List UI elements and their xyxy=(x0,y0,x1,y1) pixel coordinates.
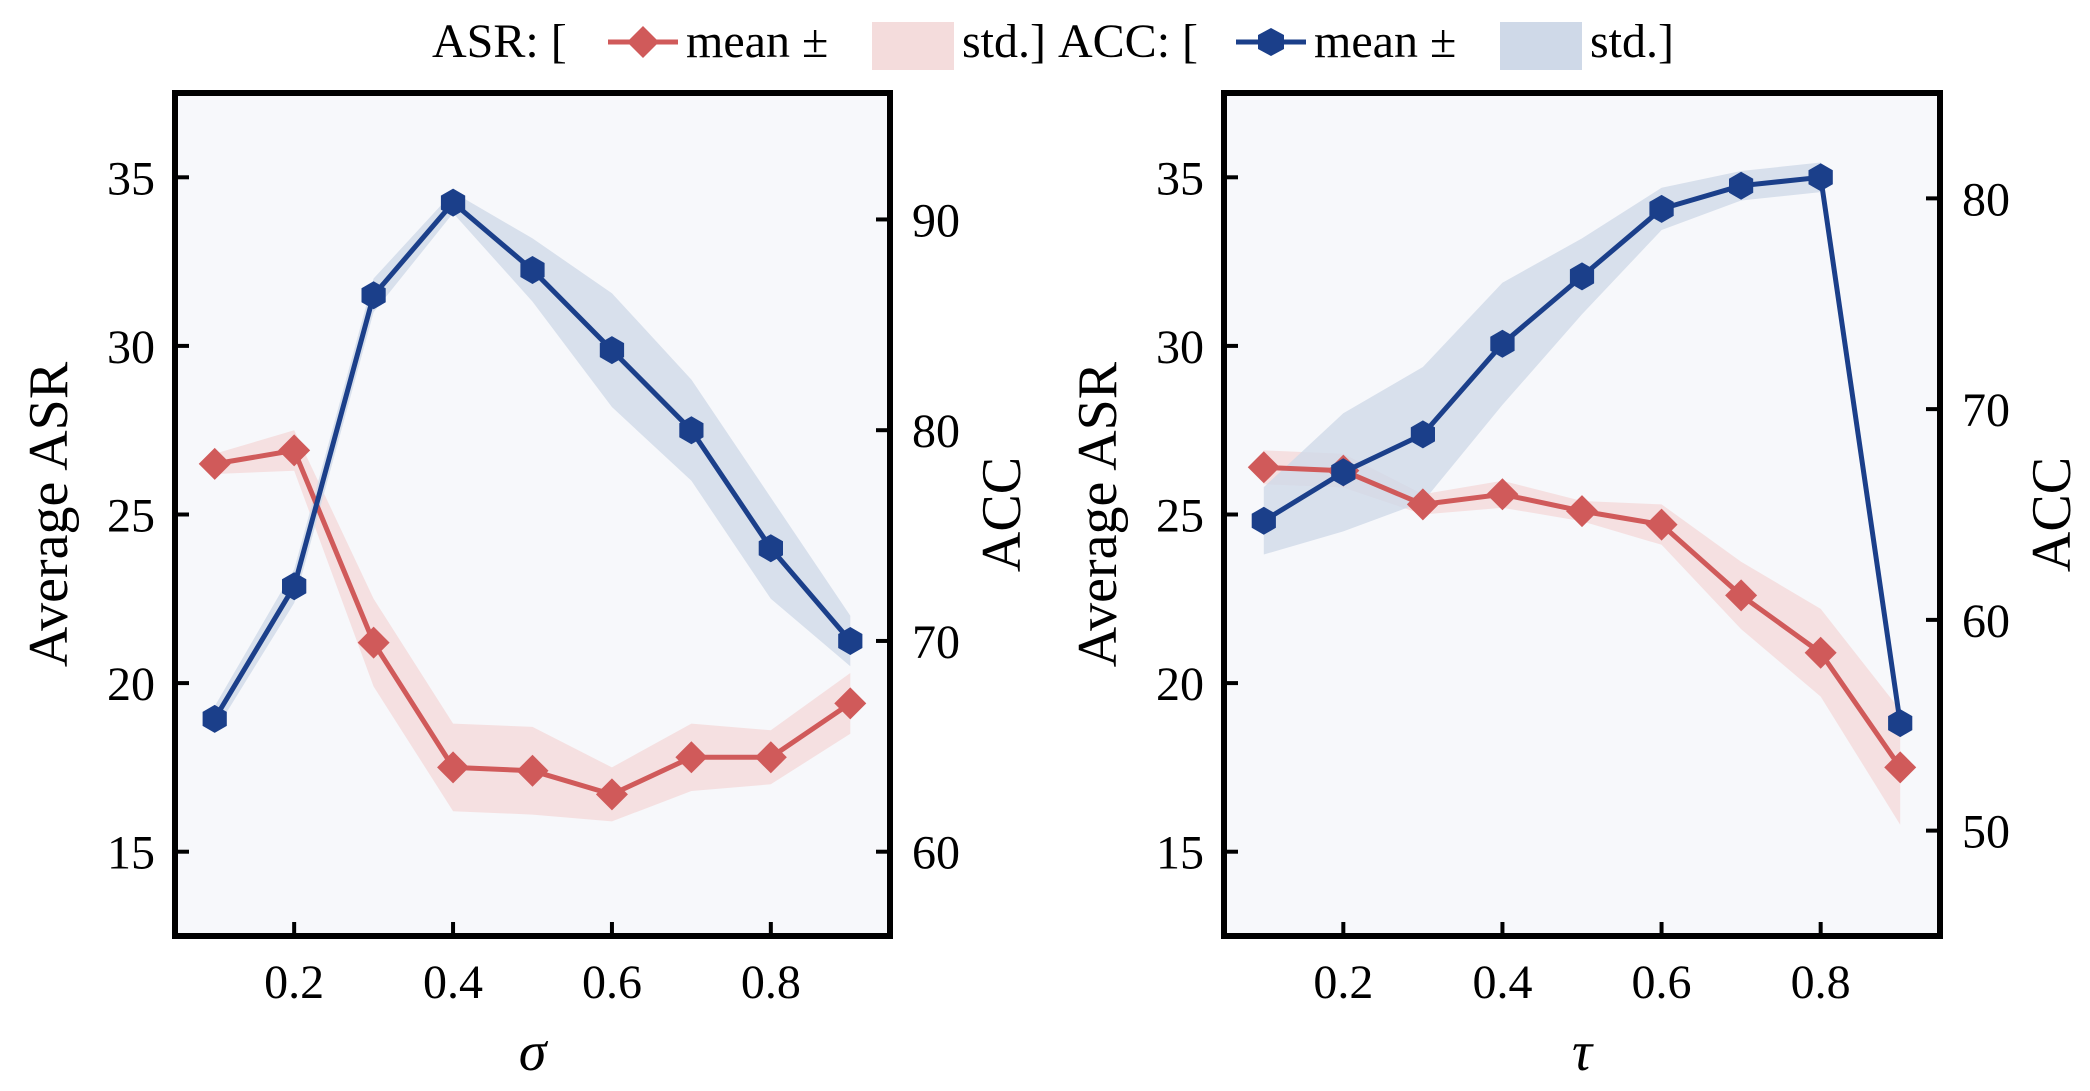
asr-std-band xyxy=(1263,450,1901,825)
asr-point xyxy=(1486,478,1519,511)
x-tick-label: 0.6 xyxy=(582,956,642,1009)
x-tick-label: 0.4 xyxy=(423,956,483,1009)
acc-point xyxy=(1251,506,1276,535)
x-tick-label: 0.2 xyxy=(1313,956,1373,1009)
acc-point xyxy=(1808,163,1833,192)
x-tick-label: 0.4 xyxy=(1472,956,1532,1009)
asr-point xyxy=(1406,488,1439,521)
chart-panel-1: 0.2 0.4 0.6 0.8 15 20 25 30 35 60 70 80 90 σ Average A… xyxy=(18,90,1033,1083)
legend-asr-mean: mean ± xyxy=(686,15,828,68)
y-right-tick-label: 80 xyxy=(912,405,960,458)
y-left-tick-label: 25 xyxy=(1156,490,1204,543)
legend-asr-std-patch xyxy=(872,22,954,70)
y-right-tick-label: 80 xyxy=(1962,173,2010,226)
acc-point xyxy=(202,704,227,733)
y-right-tick-label: 70 xyxy=(912,616,960,669)
y-left-tick-label: 35 xyxy=(107,152,155,205)
acc-point xyxy=(520,256,545,284)
legend-acc-prefix: ACC: [ xyxy=(1058,15,1198,68)
legend-acc-std-patch xyxy=(1500,22,1582,70)
y-left-tick-label: 25 xyxy=(107,490,155,543)
acc-point xyxy=(440,188,466,217)
acc-point xyxy=(1331,458,1356,487)
acc-point xyxy=(1490,329,1515,358)
x-tick-label: 0.2 xyxy=(264,956,324,1009)
acc-point xyxy=(599,336,625,365)
asr-point xyxy=(1247,451,1280,484)
acc-point xyxy=(1569,262,1595,291)
acc-point xyxy=(758,534,783,563)
asr-point xyxy=(1645,508,1678,541)
legend-acc-std: std.] xyxy=(1590,15,1674,68)
y-left-tick-label: 30 xyxy=(107,321,155,374)
y-left-tick-label: 20 xyxy=(107,658,155,711)
asr-std-band xyxy=(214,430,851,822)
asr-point xyxy=(516,754,549,787)
acc-point xyxy=(679,416,704,445)
y-right-tick-label: 90 xyxy=(912,194,960,247)
asr-point xyxy=(278,434,311,467)
legend: ASR: [ mean ± std.] ACC: [ mean ± std.] xyxy=(432,15,1674,70)
asr-point xyxy=(437,751,470,784)
y-left-tick-label: 15 xyxy=(107,827,155,880)
asr-point xyxy=(595,778,628,811)
asr-point xyxy=(357,626,390,659)
y-right-tick-label: 60 xyxy=(912,827,960,880)
y-right-axis-label: ACC xyxy=(971,457,1033,572)
y-right-tick-label: 60 xyxy=(1962,595,2010,648)
legend-acc-marker xyxy=(1258,28,1284,56)
acc-std-band xyxy=(214,192,851,732)
asr-point xyxy=(1725,579,1758,612)
x-axis-label: τ xyxy=(1572,1021,1594,1083)
y-left-tick-label: 30 xyxy=(1156,321,1204,374)
asr-point xyxy=(834,687,867,720)
asr-point xyxy=(1566,495,1598,528)
asr-point xyxy=(198,447,231,480)
y-right-tick-label: 70 xyxy=(1962,384,2010,437)
legend-acc-mean: mean ± xyxy=(1314,15,1456,68)
legend-asr-marker xyxy=(627,26,659,58)
x-tick-label: 0.8 xyxy=(1791,956,1851,1009)
x-tick-label: 0.8 xyxy=(741,956,801,1009)
y-left-tick-label: 20 xyxy=(1156,658,1204,711)
acc-point xyxy=(1888,709,1913,738)
y-left-tick-label: 35 xyxy=(1156,152,1204,205)
acc-point xyxy=(1729,171,1754,200)
y-left-tick-label: 15 xyxy=(1156,827,1204,880)
legend-asr-prefix: ASR: [ xyxy=(432,15,567,68)
acc-point xyxy=(361,281,386,310)
asr-point xyxy=(1884,751,1917,784)
x-tick-label: 0.6 xyxy=(1632,956,1692,1009)
legend-asr-std: std.] xyxy=(962,15,1046,68)
asr-point xyxy=(754,741,787,774)
acc-point xyxy=(838,627,863,655)
chart-panel-2: 0.2 0.4 0.6 0.8 15 20 25 30 35 50 60 70 80 τ Average A… xyxy=(1067,90,2083,1083)
acc-point xyxy=(282,572,307,601)
y-right-tick-label: 50 xyxy=(1962,806,2010,859)
x-axis-label: σ xyxy=(519,1021,549,1083)
y-left-axis-label: Average ASR xyxy=(1067,361,1129,667)
acc-point xyxy=(1649,194,1674,223)
asr-point xyxy=(675,741,708,774)
acc-point xyxy=(1410,420,1435,449)
y-left-axis-label: Average ASR xyxy=(18,361,80,667)
y-right-axis-label: ACC xyxy=(2021,457,2083,572)
asr-point xyxy=(1804,636,1837,669)
